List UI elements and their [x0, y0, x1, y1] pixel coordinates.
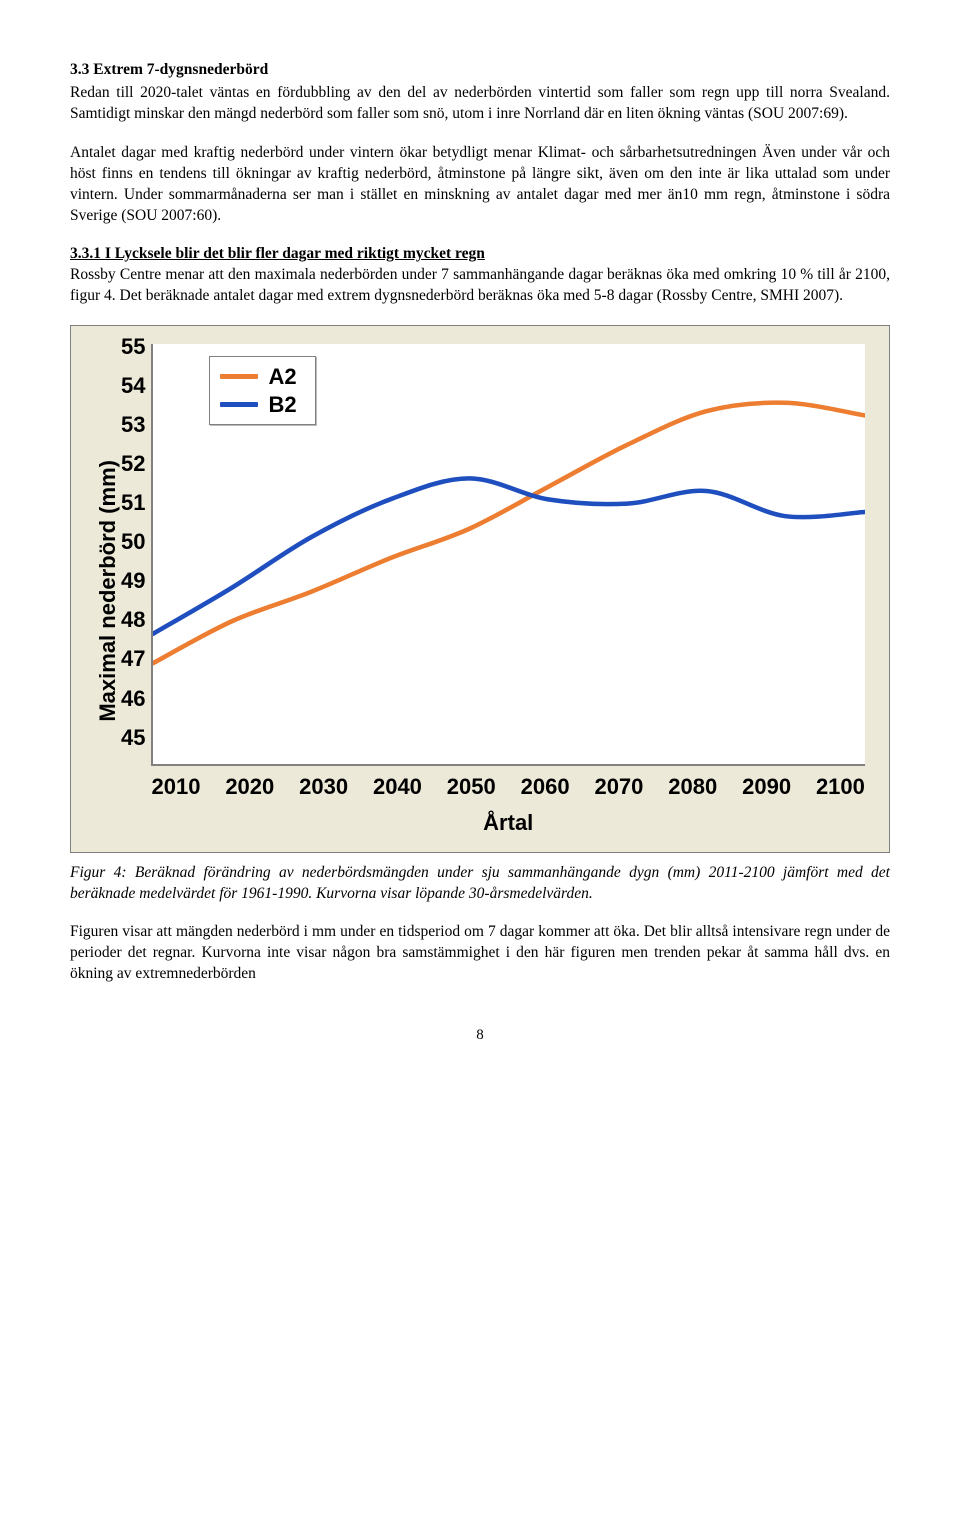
chart-ytick: 49: [121, 566, 145, 596]
chart-ytick: 45: [121, 723, 145, 753]
chart-ytick: 54: [121, 371, 145, 401]
chart-xtick: 2010: [151, 772, 200, 802]
paragraph-1: Redan till 2020-talet väntas en fördubbl…: [70, 83, 890, 125]
legend-item: B2: [220, 391, 296, 419]
chart-xtick: 2020: [225, 772, 274, 802]
chart-xlabel: Årtal: [151, 808, 865, 838]
subsection-heading: 3.3.1 I Lycksele blir det blir fler daga…: [70, 244, 890, 265]
chart-xtick: 2100: [816, 772, 865, 802]
chart-xtick: 2090: [742, 772, 791, 802]
chart-ytick: 48: [121, 605, 145, 635]
chart-ytick: 52: [121, 449, 145, 479]
legend-label: A2: [268, 363, 296, 391]
figure-caption: Figur 4: Beräknad förändring av nederbör…: [70, 863, 890, 905]
chart-yticks: 55 54 53 52 51 50 49 48 47 46 45: [121, 332, 151, 752]
legend-label: B2: [268, 391, 296, 419]
legend-swatch: [220, 402, 258, 407]
chart-xticks: 2010 2020 2030 2040 2050 2060 2070 2080 2090 2100: [151, 772, 865, 802]
paragraph-2: Antalet dagar med kraftig nederbörd unde…: [70, 143, 890, 227]
legend-swatch: [220, 374, 258, 379]
chart-series-A2: [153, 403, 865, 664]
chart-plot-area: A2B2: [151, 344, 865, 766]
chart-legend: A2B2: [209, 356, 315, 425]
chart-xtick: 2080: [668, 772, 717, 802]
chart-ytick: 47: [121, 644, 145, 674]
chart-ylabel: Maximal nederbörd (mm): [93, 460, 123, 722]
chart-xtick: 2030: [299, 772, 348, 802]
page-number: 8: [70, 1025, 890, 1045]
paragraph-3: Rossby Centre menar att den maximala ned…: [70, 265, 890, 307]
chart-xtick: 2070: [594, 772, 643, 802]
chart-ytick: 51: [121, 488, 145, 518]
paragraph-4: Figuren visar att mängden nederbörd i mm…: [70, 922, 890, 985]
chart-xtick: 2060: [521, 772, 570, 802]
chart-ytick: 46: [121, 684, 145, 714]
legend-item: A2: [220, 363, 296, 391]
chart-ytick: 53: [121, 410, 145, 440]
chart-panel: Maximal nederbörd (mm) 55 54 53 52 51 50 49 48 4…: [70, 325, 890, 852]
chart-xtick: 2040: [373, 772, 422, 802]
chart-xtick: 2050: [447, 772, 496, 802]
chart-ytick: 55: [121, 332, 145, 362]
chart-ytick: 50: [121, 527, 145, 557]
section-heading: 3.3 Extrem 7-dygnsnederbörd: [70, 60, 890, 81]
